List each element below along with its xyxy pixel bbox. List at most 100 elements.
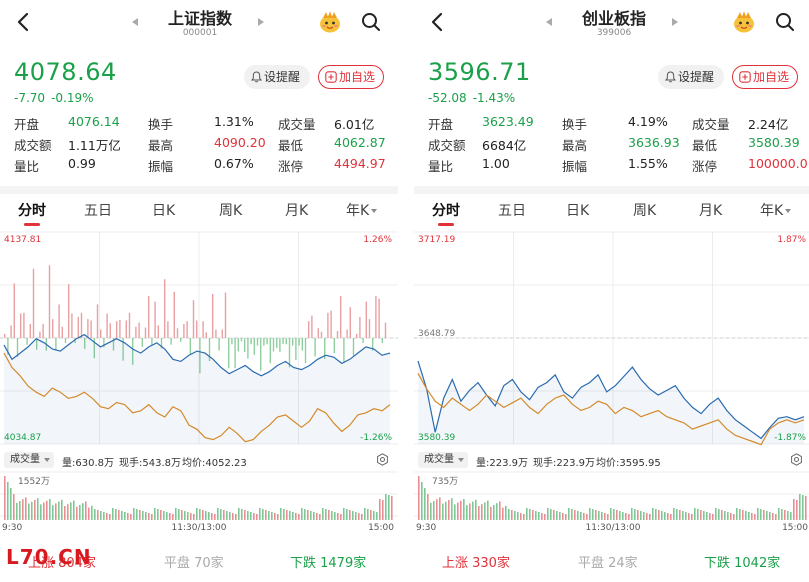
average-price-info: 均价:4052.23 — [182, 458, 247, 469]
breadth-bar-down — [84, 338, 86, 349]
index-code: 000001 — [182, 28, 218, 38]
volume-bar — [775, 514, 777, 520]
volume-selector[interactable]: 成交量 — [4, 452, 54, 468]
tab-weekly-k[interactable]: 周K — [633, 200, 656, 220]
volume-bar — [193, 514, 195, 520]
volume-bar — [532, 510, 534, 520]
tab-intraday[interactable]: 分时 — [432, 200, 460, 220]
volume-bar — [385, 494, 387, 520]
breadth-bar-up — [48, 265, 51, 338]
tab-monthly-k[interactable]: 月K — [285, 200, 308, 220]
volume-bar — [331, 511, 333, 520]
volume-bar — [112, 508, 114, 520]
next-index-icon[interactable] — [258, 18, 264, 26]
tab-yearly-k[interactable]: 年K — [346, 200, 378, 220]
tab-intraday[interactable]: 分时 — [18, 200, 46, 220]
volume-max-label: 735万 — [432, 477, 458, 487]
volume-bar — [286, 510, 288, 520]
breadth-bar-down — [263, 338, 265, 346]
volume-info: 量:223.9万 — [476, 458, 528, 469]
stat-value: 4.19% — [628, 114, 668, 129]
volume-bar — [79, 505, 81, 520]
advancers-count: 上涨 330家 — [442, 556, 510, 571]
search-icon[interactable] — [774, 11, 796, 33]
prev-index-icon[interactable] — [546, 18, 552, 26]
volume-bar — [184, 511, 186, 520]
back-arrow-icon[interactable] — [14, 10, 34, 34]
volume-selector[interactable]: 成交量 — [418, 452, 468, 468]
volume-bar — [757, 508, 759, 520]
volume-bar — [391, 496, 393, 520]
stat-value: 4062.87 — [334, 135, 386, 150]
breadth-bar-down — [170, 338, 172, 345]
stat-label: 最高 — [148, 138, 174, 153]
add-watchlist-button[interactable]: 加自选 — [318, 65, 384, 89]
breadth-bar-up — [119, 319, 121, 338]
prev-index-icon[interactable] — [132, 18, 138, 26]
plus-box-icon — [325, 71, 337, 83]
back-arrow-icon[interactable] — [428, 10, 448, 34]
tab-yearly-k[interactable]: 年K — [760, 200, 792, 220]
volume-bar — [661, 511, 663, 520]
tab-daily-k[interactable]: 日K — [566, 200, 589, 220]
breadth-bar-down — [266, 338, 268, 345]
tab-weekly-k[interactable]: 周K — [219, 200, 242, 220]
volume-bar — [166, 512, 168, 520]
volume-bar — [418, 476, 420, 520]
volume-bar — [685, 512, 687, 520]
settings-icon[interactable] — [790, 453, 803, 466]
volume-bar — [505, 505, 507, 520]
tab-monthly-k[interactable]: 月K — [699, 200, 722, 220]
search-icon[interactable] — [360, 11, 382, 33]
stats-table: 开盘 4076.14 换手 1.31% 成交量 6.01亿 成交额 1.11万亿 最高 4090.… — [14, 114, 386, 177]
breadth-bar-down — [151, 338, 153, 346]
settings-icon[interactable] — [376, 453, 389, 466]
volume-bar — [4, 476, 6, 520]
tab-five-day[interactable]: 五日 — [84, 200, 112, 220]
volume-bar — [64, 506, 66, 520]
volume-bar — [352, 511, 354, 520]
breadth-bar-down — [343, 338, 345, 362]
volume-bar — [322, 508, 324, 520]
section-divider — [414, 186, 809, 194]
time-axis-open: 9:30 — [416, 523, 436, 533]
price-change: -7.70 -0.19% — [14, 91, 100, 105]
breadth-bar-up — [173, 291, 175, 338]
stat-label: 成交额 — [428, 138, 466, 153]
volume-bar — [109, 514, 111, 520]
set-alert-button[interactable]: 设提醒 — [244, 65, 310, 89]
change-percent: -1.43% — [472, 91, 516, 105]
stat-label: 开盘 — [428, 117, 454, 132]
y-axis-min-label: 3580.39 — [418, 433, 455, 443]
add-watchlist-button[interactable]: 加自选 — [732, 65, 798, 89]
next-index-icon[interactable] — [672, 18, 678, 26]
breadth-bar-up — [365, 301, 367, 338]
tab-daily-k[interactable]: 日K — [152, 200, 175, 220]
volume-bar — [40, 504, 42, 520]
price-area — [4, 334, 390, 444]
volume-bar — [31, 501, 33, 520]
volume-bar — [703, 511, 705, 520]
volume-bar — [712, 514, 714, 520]
volume-bar — [796, 500, 798, 520]
stats-row: 成交额 6684亿 最高 3636.93 最低 3580.39 — [428, 135, 800, 156]
volume-bar — [274, 513, 276, 520]
volume-bar — [358, 513, 360, 520]
breadth-bar-down — [74, 338, 76, 344]
stats-row: 开盘 3623.49 换手 4.19% 成交量 2.24亿 — [428, 114, 798, 135]
volume-bar — [247, 511, 249, 520]
volume-bar — [778, 508, 780, 520]
volume-bar — [622, 512, 624, 520]
volume-selector-label: 成交量 — [424, 454, 454, 465]
breadth-bar-up — [349, 307, 351, 338]
set-alert-button[interactable]: 设提醒 — [658, 65, 724, 89]
mascot-icon[interactable] — [318, 10, 342, 34]
breadth-bar-down — [304, 338, 307, 364]
volume-bar — [55, 503, 57, 520]
tab-five-day[interactable]: 五日 — [498, 200, 526, 220]
chevron-down-icon — [458, 458, 464, 462]
breadth-bar-up — [116, 321, 118, 338]
breadth-bar-up — [4, 333, 6, 338]
add-watchlist-label: 加自选 — [339, 70, 376, 84]
mascot-icon[interactable] — [732, 10, 756, 34]
